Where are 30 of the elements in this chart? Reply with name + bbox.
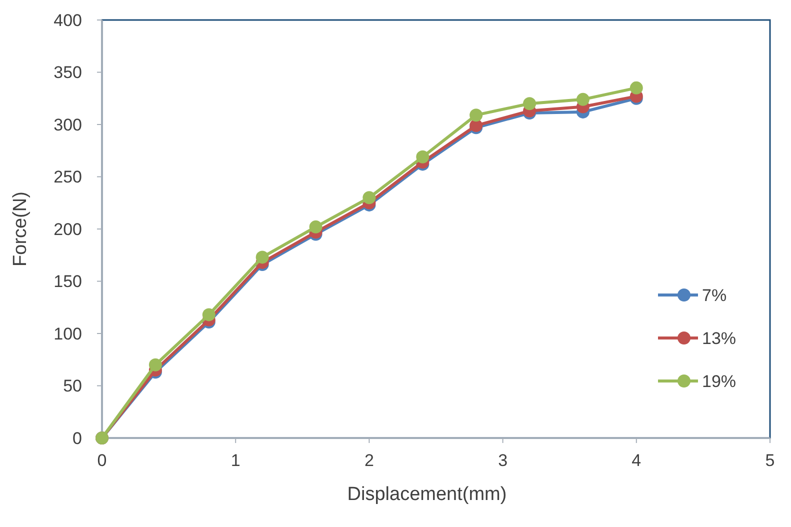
- x-tick-label: 5: [765, 451, 775, 470]
- point: [309, 220, 322, 234]
- y-tick-label: 300: [54, 115, 82, 134]
- y-tick-label: 0: [72, 428, 82, 448]
- point: [202, 308, 216, 322]
- y-tick-label: 350: [54, 63, 82, 82]
- x-tick-label: 3: [498, 451, 508, 470]
- legend-label: 13%: [702, 328, 736, 348]
- point: [148, 358, 162, 372]
- y-tick-label: 400: [54, 10, 82, 30]
- x-tick-label: 0: [97, 451, 107, 470]
- point: [470, 108, 483, 122]
- y-tick-label: 150: [54, 272, 82, 292]
- y-tick-label: 250: [54, 168, 82, 187]
- legend-label: 19%: [702, 372, 736, 391]
- y-tick-label: 50: [63, 376, 82, 396]
- x-tick-label: 1: [230, 451, 240, 470]
- y-tick-label: 200: [54, 220, 82, 239]
- x-axis-title: Displacement(mm): [347, 484, 507, 505]
- point: [362, 191, 376, 204]
- point: [523, 97, 536, 110]
- y-tick-label: 100: [54, 324, 82, 344]
- y-axis-title: Force(N): [10, 192, 31, 266]
- point: [576, 92, 590, 106]
- point: [416, 150, 430, 164]
- legend-label: 7%: [702, 286, 727, 305]
- x-tick-label: 4: [632, 451, 642, 470]
- x-tick-label: 2: [364, 451, 374, 470]
- point: [630, 81, 643, 94]
- point: [256, 250, 269, 264]
